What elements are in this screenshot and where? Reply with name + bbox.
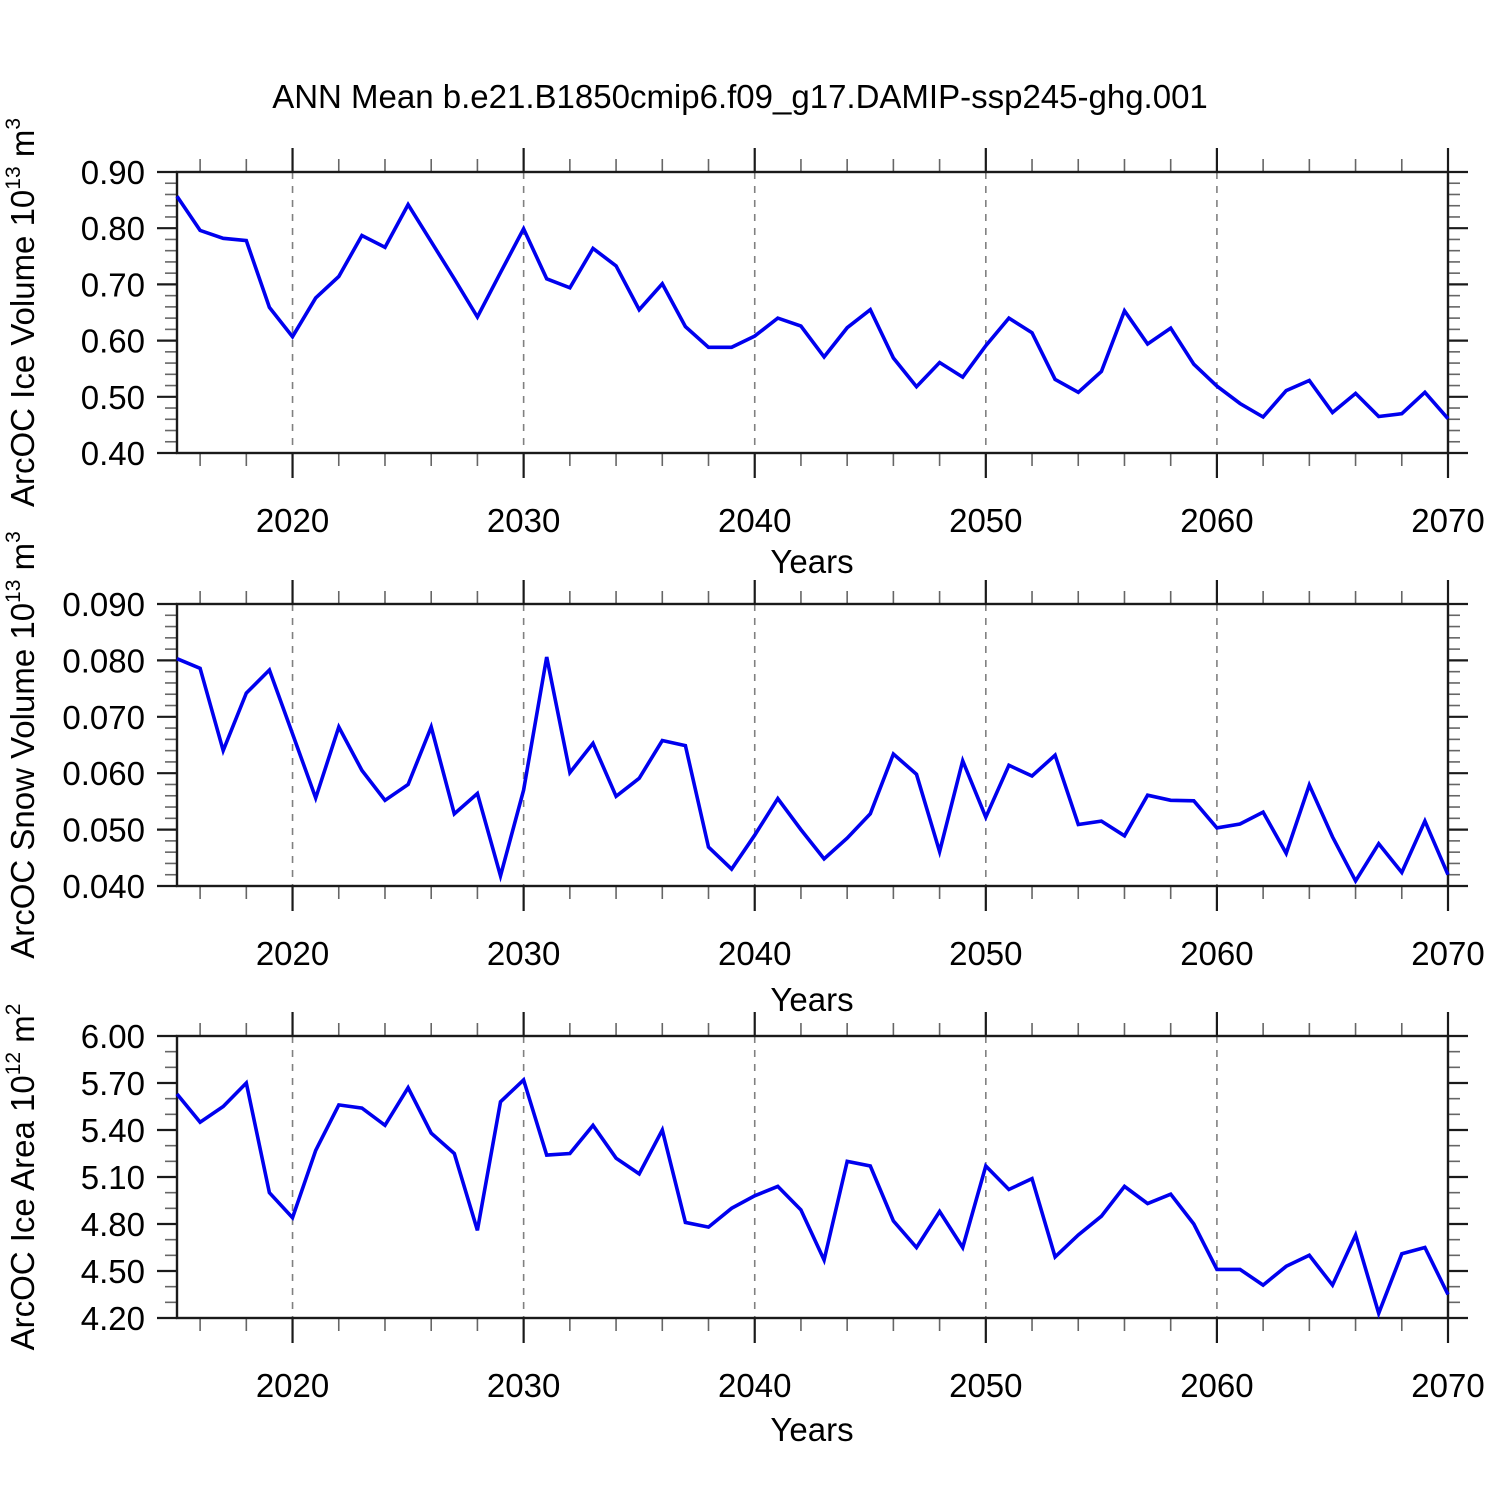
y-tick-label: 0.60 bbox=[81, 323, 145, 360]
y-axis-title: ArcOC Snow Volume 1013 m3 bbox=[2, 531, 41, 959]
x-tick-label: 2040 bbox=[718, 935, 791, 972]
y-tick-label: 0.040 bbox=[62, 868, 145, 905]
arcoc-ice-volume-line bbox=[175, 195, 1450, 420]
x-tick-label: 2060 bbox=[1180, 502, 1253, 539]
y-tick-label: 0.80 bbox=[81, 210, 145, 247]
y-tick-label: 0.060 bbox=[62, 755, 145, 792]
x-tick-label: 2040 bbox=[718, 502, 791, 539]
y-tick-label: 5.10 bbox=[81, 1159, 145, 1196]
x-tick-label: 2070 bbox=[1411, 935, 1484, 972]
arcoc-ice-volume-panel: 0.40 0.50 0.60 0.70 0.80 0.90 2020 2030 2040 2050… bbox=[2, 118, 1485, 539]
y-axis-title: ArcOC Ice Volume 1013 m3 bbox=[2, 118, 41, 507]
x-tick-label: 2060 bbox=[1180, 935, 1253, 972]
x-tick-label: 2050 bbox=[949, 502, 1022, 539]
x-tick-label: 2050 bbox=[949, 935, 1022, 972]
y-tick-label: 0.70 bbox=[81, 266, 145, 303]
panel-frame bbox=[175, 1034, 1450, 1320]
y-tick-label: 0.90 bbox=[81, 154, 145, 191]
x-tick-label: 2060 bbox=[1180, 1367, 1253, 1404]
panel-frame bbox=[175, 602, 1450, 888]
x-axis-title-panel-3: Years bbox=[770, 1411, 854, 1448]
y-tick-label: 0.40 bbox=[81, 435, 145, 472]
x-tick-label: 2020 bbox=[256, 935, 329, 972]
arcoc-snow-volume-line bbox=[176, 656, 1450, 885]
y-tick-label: 4.80 bbox=[81, 1206, 145, 1243]
x-tick-label: 2020 bbox=[256, 502, 329, 539]
x-tick-label: 2050 bbox=[949, 1367, 1022, 1404]
y-tick-label: 4.50 bbox=[81, 1253, 145, 1290]
x-tick-label: 2040 bbox=[718, 1367, 791, 1404]
y-tick-label: 0.070 bbox=[62, 699, 145, 736]
arcoc-snow-volume-panel: 0.040 0.050 0.060 0.070 0.080 0.090 2020 2030 20… bbox=[2, 531, 1485, 972]
y-tick-label: 5.40 bbox=[81, 1112, 145, 1149]
y-tick-label: 5.70 bbox=[81, 1065, 145, 1102]
arcoc-ice-area-line bbox=[175, 1076, 1450, 1319]
y-tick-label: 0.50 bbox=[81, 379, 145, 416]
x-tick-label: 2070 bbox=[1411, 502, 1484, 539]
x-tick-label: 2030 bbox=[487, 1367, 560, 1404]
panel-frame bbox=[175, 170, 1450, 455]
y-axis-title: ArcOC Ice Area 1012 m2 bbox=[2, 1004, 41, 1351]
chart-title: ANN Mean b.e21.B1850cmip6.f09_g17.DAMIP-… bbox=[272, 78, 1208, 115]
x-tick-label: 2070 bbox=[1411, 1367, 1484, 1404]
y-tick-label: 0.080 bbox=[62, 642, 145, 679]
x-axis-title-panel-2: Years bbox=[770, 981, 854, 1018]
x-tick-label: 2030 bbox=[487, 935, 560, 972]
y-tick-label: 0.050 bbox=[62, 812, 145, 849]
x-tick-label: 2030 bbox=[487, 502, 560, 539]
x-tick-label: 2020 bbox=[256, 1367, 329, 1404]
y-tick-label: 6.00 bbox=[81, 1018, 145, 1055]
y-tick-label: 4.20 bbox=[81, 1300, 145, 1337]
x-axis-title-panel-1: Years bbox=[770, 543, 854, 580]
arcoc-ice-area-panel: 4.20 4.50 4.80 5.10 5.40 5.70 6.00 2020 2030 2040… bbox=[2, 1004, 1485, 1404]
y-tick-label: 0.090 bbox=[62, 586, 145, 623]
